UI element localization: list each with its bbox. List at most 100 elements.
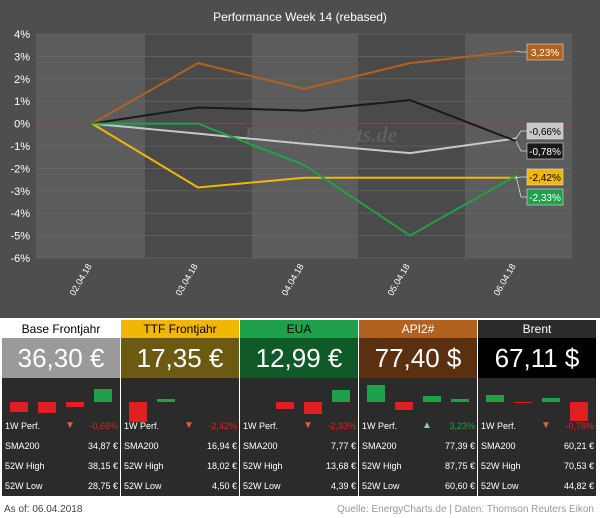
panel-title: API2# [359,320,477,338]
panel-row-52w-high: 52W High 87,75 € [359,456,477,476]
panel-bar-chart [359,378,477,434]
panel-row-52w-low: 52W Low 4,39 € [240,476,358,496]
panel-eua: EUA 12,99 € 1W Perf. -2,33% ▼ SMA200 7,77 € 52W… [240,320,358,496]
row-label: 52W Low [243,481,281,491]
row-label: 52W Low [124,481,162,491]
row-value: 18,02 € [206,461,237,471]
panel-row-52w-low: 52W Low 28,75 € [2,476,120,496]
end-label: 3,23% [531,48,559,59]
panel-bar-chart [478,378,596,434]
row-value: 77,39 € [444,441,475,451]
panel-price: 36,30 € [2,338,120,378]
panel-row-sma200: SMA200 77,39 € [359,436,477,456]
panel-row-52w-low: 52W Low 60,60 € [359,476,477,496]
row-value: 70,53 € [563,461,594,471]
y-tick-label: 3% [14,51,30,63]
watermark: EnergyCharts.de [243,122,398,147]
panel-price: 77,40 $ [359,338,477,378]
panel-row-perf: 1W Perf. 3,23% ▲ [359,416,477,436]
y-tick-label: -1% [10,141,30,153]
mini-bar [332,390,350,402]
triangle-down-icon: ▼ [303,420,313,431]
source-note: Quelle: EnergyCharts.de | Daten: Thomson… [337,504,594,515]
row-label: 52W High [362,461,402,471]
mini-bar [304,402,322,414]
panel-row-52w-low: 52W Low 4,50 € [121,476,239,496]
end-label-leader [515,130,527,139]
y-tick-label: 4% [14,29,30,41]
series-line-eua [92,122,517,237]
y-tick-label: 2% [14,74,30,86]
row-label: 1W Perf. [5,421,41,431]
row-value: 7,77 € [330,441,356,451]
panel-row-52w-high: 52W High 70,53 € [478,456,596,476]
panel-row-sma200: SMA200 60,21 € [478,436,596,456]
mini-bar [395,402,413,410]
mini-bar [129,402,147,422]
row-label: 1W Perf. [243,421,279,431]
row-value: 3,23% [449,421,475,431]
y-tick-label: 0% [14,119,30,131]
row-label: 52W High [124,461,164,471]
performance-chart: 4% 3% 2% 1% 0% -1% -2% -3% -4% -5% -6% EnergyCharts… [10,10,572,297]
row-value: 60,21 € [563,441,594,451]
y-tick-label: -2% [10,163,30,175]
chart-area: 4% 3% 2% 1% 0% -1% -2% -3% -4% -5% -6% EnergyCharts… [0,0,600,318]
y-tick-label: -4% [10,208,30,220]
y-tick-label: 1% [14,96,30,108]
panel-ttf-frontjahr: TTF Frontjahr 17,35 € 1W Perf. -2,42% ▼ SMA20… [121,320,239,496]
row-value: -0,66% [89,421,118,431]
y-tick-label: -5% [10,231,30,243]
row-label: SMA200 [243,441,278,451]
panel-bar-chart [2,378,120,434]
end-label-box [526,122,564,140]
panel-row-52w-high: 52W High 13,68 € [240,456,358,476]
mini-bar [514,402,532,403]
row-value: 13,68 € [325,461,356,471]
row-label: 1W Perf. [481,421,517,431]
row-label: 52W High [243,461,283,471]
end-label-box [526,142,564,160]
row-label: 52W High [5,461,45,471]
row-value: 4,50 € [211,481,237,491]
row-value: 16,94 € [206,441,237,451]
mini-bar [157,399,175,402]
as-of-date: As of: 06.04.2018 [4,504,83,515]
mini-bar [570,402,588,421]
instrument-panels: Base Frontjahr 36,30 € 1W Perf. -0,66% ▼ SMA2… [0,320,600,496]
mini-bar [66,402,84,407]
row-value: -2,42% [208,421,237,431]
row-value: 60,60 € [444,481,475,491]
x-tick-label: 05.04.18 [386,262,412,297]
end-label-box [526,168,564,186]
panel-base-frontjahr: Base Frontjahr 36,30 € 1W Perf. -0,66% ▼ SMA2… [2,320,120,496]
y-tick-label: -6% [10,253,30,265]
panel-row-52w-low: 52W Low 44,82 € [478,476,596,496]
panel-price: 67,11 $ [478,338,596,378]
x-tick-label: 02.04.18 [68,262,94,297]
panel-row-perf: 1W Perf. -0,78% ▼ [478,416,596,436]
panel-bar-chart [240,378,358,434]
end-label: -0,78% [529,147,561,158]
row-label: 1W Perf. [124,421,160,431]
end-label-leader [515,175,527,198]
row-label: 52W Low [362,481,400,491]
row-value: 34,87 € [87,441,118,451]
panel-title: Brent [478,320,596,338]
x-tick-label: 04.04.18 [280,262,306,297]
row-label: 52W Low [481,481,519,491]
row-label: SMA200 [362,441,397,451]
row-label: 52W Low [5,481,43,491]
series-line-ttf-frontjahr [91,122,516,189]
row-value: 44,82 € [563,481,594,491]
series-line-api2- [91,50,517,125]
chart-title: Performance Week 14 (rebased) [213,10,387,24]
mini-bar [542,397,560,402]
mini-bar [276,402,294,409]
footer: As of: 06.04.2018 Quelle: EnergyCharts.d… [0,500,600,518]
panel-title: TTF Frontjahr [121,320,239,338]
triangle-down-icon: ▼ [184,420,194,431]
series-line-base-frontjahr [91,122,517,155]
row-value: 87,75 € [444,461,475,471]
panel-row-52w-high: 52W High 38,15 € [2,456,120,476]
